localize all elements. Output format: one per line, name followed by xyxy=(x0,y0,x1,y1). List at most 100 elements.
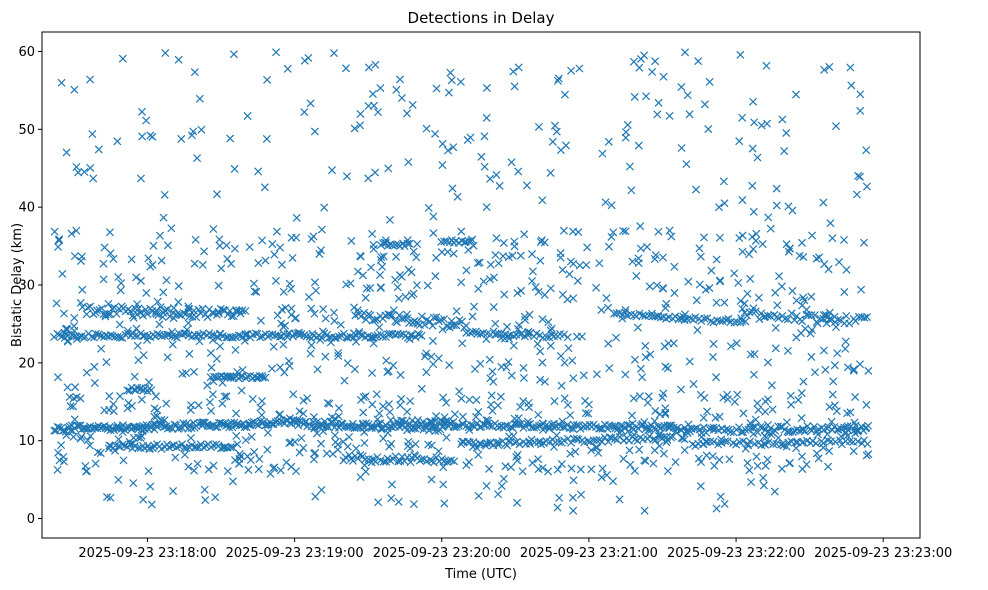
detection-point xyxy=(668,432,677,441)
detection-point xyxy=(802,460,811,469)
detection-point xyxy=(658,284,667,293)
detection-point xyxy=(153,297,162,306)
detection-point xyxy=(280,368,289,377)
detection-point xyxy=(277,260,286,269)
detection-point xyxy=(830,312,839,321)
detection-point xyxy=(359,408,368,417)
detection-point xyxy=(734,278,743,287)
detection-point xyxy=(420,352,429,361)
detection-point xyxy=(191,235,200,244)
detection-point xyxy=(76,256,85,266)
detection-point xyxy=(230,164,239,173)
detection-point xyxy=(261,373,270,382)
detection-point xyxy=(310,309,319,318)
detection-point xyxy=(258,373,267,382)
detection-point xyxy=(401,292,410,301)
y-tick-label: 50 xyxy=(18,123,35,138)
detection-point xyxy=(114,475,123,484)
detection-point xyxy=(376,255,385,265)
detection-point xyxy=(486,174,495,183)
detection-point xyxy=(463,135,472,145)
detection-point xyxy=(703,407,712,416)
detection-point xyxy=(99,259,108,268)
detection-point xyxy=(168,340,177,349)
detection-point xyxy=(209,224,218,234)
detection-point xyxy=(193,154,202,163)
detection-point xyxy=(662,299,671,308)
detection-point xyxy=(285,361,294,370)
detection-point xyxy=(431,129,440,138)
detection-point xyxy=(396,401,405,410)
detection-point xyxy=(763,420,772,429)
detection-point xyxy=(302,417,311,426)
detection-point xyxy=(373,415,382,424)
detection-point xyxy=(161,48,170,58)
detection-point xyxy=(437,248,446,257)
detection-point xyxy=(382,356,391,365)
detection-point xyxy=(636,222,645,231)
detection-point xyxy=(715,455,724,464)
detection-point xyxy=(133,341,142,350)
detection-point xyxy=(406,444,415,453)
detection-point xyxy=(760,439,769,448)
detection-point xyxy=(226,443,235,452)
detection-point xyxy=(172,333,181,342)
detection-point xyxy=(738,113,747,122)
detection-point xyxy=(514,420,523,429)
detection-point xyxy=(359,308,368,317)
detection-point xyxy=(538,419,547,428)
detection-point xyxy=(645,282,654,291)
detection-point xyxy=(110,446,119,455)
detection-point xyxy=(318,327,327,336)
detection-point xyxy=(482,203,491,212)
detection-point xyxy=(766,224,775,233)
detection-point xyxy=(709,437,718,446)
detection-point xyxy=(233,440,242,449)
detection-point xyxy=(597,305,606,315)
detection-point xyxy=(517,286,526,295)
detection-point xyxy=(50,227,59,236)
detection-point xyxy=(650,417,659,426)
detection-point xyxy=(422,368,431,377)
detection-point xyxy=(787,309,796,318)
detection-point xyxy=(428,336,437,346)
detection-point xyxy=(184,302,193,311)
detection-point xyxy=(526,439,535,448)
detection-point xyxy=(659,72,668,81)
detection-point xyxy=(83,436,92,445)
detection-point xyxy=(311,448,320,457)
detection-point xyxy=(189,367,198,376)
detection-point xyxy=(271,331,280,340)
detection-point xyxy=(485,355,494,364)
detection-point xyxy=(700,393,709,402)
detection-point xyxy=(665,111,674,120)
detection-point xyxy=(158,313,167,322)
detection-point xyxy=(815,253,824,262)
detection-point xyxy=(649,459,658,468)
detection-point xyxy=(316,420,325,429)
detection-point xyxy=(473,258,482,268)
detection-point xyxy=(403,239,412,248)
detection-point xyxy=(664,423,673,432)
detection-point xyxy=(208,335,217,345)
detection-point xyxy=(654,227,663,236)
detection-point xyxy=(52,299,61,308)
detection-point xyxy=(375,323,384,332)
detection-point xyxy=(96,449,105,458)
detection-point xyxy=(594,424,604,433)
detection-point xyxy=(118,428,127,437)
detection-point xyxy=(462,461,471,470)
detection-point xyxy=(569,476,578,485)
detection-point xyxy=(749,207,758,216)
detection-point xyxy=(86,75,95,84)
detection-point xyxy=(142,288,151,297)
detection-point xyxy=(792,90,801,99)
detection-point xyxy=(780,147,789,156)
detection-point xyxy=(794,395,803,404)
detection-point xyxy=(753,461,762,470)
detection-point xyxy=(256,316,265,325)
detection-point xyxy=(430,423,439,432)
detection-point xyxy=(336,320,345,329)
detection-point xyxy=(409,500,418,509)
